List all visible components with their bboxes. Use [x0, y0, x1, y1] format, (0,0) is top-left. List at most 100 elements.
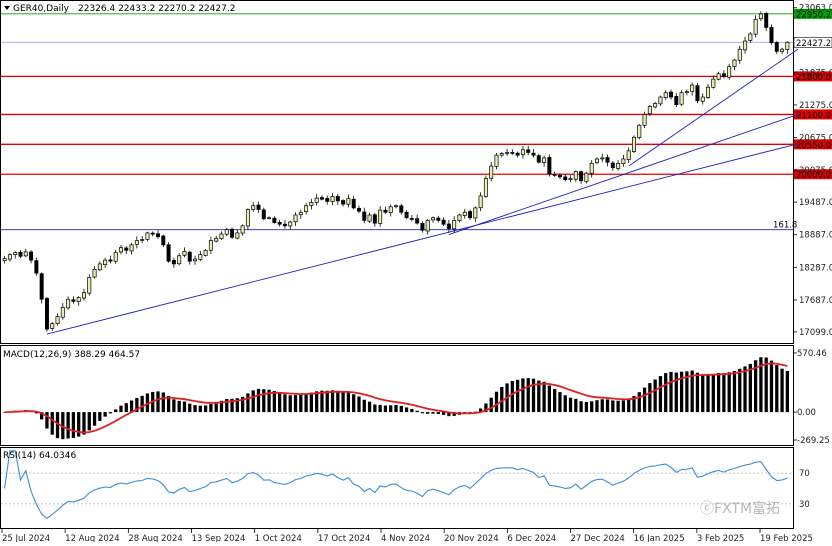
macd-bar	[679, 371, 684, 413]
candle-body	[29, 251, 34, 261]
candle-body	[372, 214, 377, 224]
candle-body	[700, 96, 705, 102]
macd-bar	[553, 388, 557, 413]
price-tick-label: 21275.0	[799, 101, 832, 111]
macd-bar	[521, 378, 525, 413]
level-badge-label: 21800.0	[796, 73, 831, 83]
candle-body	[34, 260, 39, 274]
candle-body	[219, 233, 224, 240]
candle-body	[737, 48, 742, 61]
macd-bar	[531, 378, 536, 413]
macd-bar	[240, 396, 245, 413]
macd-bar	[785, 370, 789, 413]
candle-body	[568, 178, 573, 180]
macd-bar	[40, 412, 44, 420]
trend-line	[448, 114, 799, 235]
level-badge	[794, 139, 832, 150]
candle-body	[124, 247, 129, 251]
macd-bar	[642, 387, 647, 413]
watermark-text: ⓒFXTM富拓	[700, 500, 780, 517]
macd-bar	[595, 400, 599, 413]
candle-body	[282, 223, 287, 227]
level-badge-label: 20550.0	[796, 141, 831, 151]
macd-bar	[738, 368, 742, 413]
candle-body	[134, 240, 139, 245]
candle-body	[150, 232, 155, 235]
date-tick-label: 25 Jul 2024	[2, 534, 50, 542]
macd-bar	[367, 401, 372, 413]
macd-bar	[558, 392, 562, 413]
candle-body	[610, 162, 615, 169]
candle-body	[690, 84, 695, 93]
candle-body	[256, 204, 261, 210]
candle-body	[367, 214, 372, 222]
candle-body	[388, 206, 393, 213]
candle-body	[161, 235, 166, 246]
macd-bar	[727, 372, 731, 413]
date-tick-label: 13 Sep 2024	[192, 534, 246, 542]
candle-body	[76, 297, 81, 303]
candle-body	[658, 96, 663, 105]
menu-triangle-icon[interactable]	[4, 6, 10, 10]
macd-tick-label: -269.25	[797, 436, 830, 446]
candle-body	[510, 152, 515, 154]
candle-body	[156, 233, 161, 238]
macd-bar	[336, 390, 340, 413]
macd-bar	[775, 365, 779, 413]
macd-bar	[431, 412, 435, 414]
candle-body	[436, 217, 441, 221]
date-tick-label: 3 Feb 2025	[697, 534, 745, 542]
candle-body	[409, 218, 414, 220]
candle-body	[468, 211, 473, 219]
candle-body	[415, 218, 420, 224]
macd-bar	[690, 370, 694, 413]
macd-bar	[98, 412, 102, 421]
candle-body	[695, 85, 700, 102]
macd-bar	[357, 396, 361, 413]
candle-body	[600, 157, 605, 160]
candle-body	[462, 211, 467, 216]
main-price-layer: 22950.2 22427.2 21800.0 21100.0 20550.0 20000…	[1, 8, 832, 335]
candle-body	[335, 196, 340, 202]
macd-signal-line	[4, 362, 788, 434]
candle-body	[7, 254, 12, 260]
candle-body	[288, 221, 293, 227]
macd-bar	[251, 390, 255, 413]
macd-tick-label: 570.46	[797, 349, 827, 359]
candle-body	[457, 214, 462, 221]
macd-bar	[230, 398, 234, 413]
candle-body	[108, 259, 113, 262]
candle-body	[44, 298, 49, 330]
macd-bar	[34, 412, 39, 414]
macd-bar	[547, 385, 552, 413]
macd-tick-label: 0.00	[797, 408, 816, 418]
macd-bar	[732, 371, 737, 413]
macd-bar	[489, 397, 493, 413]
macd-bar	[447, 412, 451, 417]
macd-bar	[420, 412, 425, 414]
macd-bar	[124, 403, 128, 413]
macd-bar	[161, 392, 165, 413]
candle-body	[378, 209, 383, 224]
candle-body	[267, 217, 272, 220]
rsi-line	[4, 450, 788, 519]
candle-body	[663, 92, 668, 99]
macd-bar	[389, 405, 393, 413]
macd-bar	[50, 412, 54, 435]
candle-body	[748, 33, 753, 41]
level-badge	[793, 36, 832, 48]
macd-bar	[219, 400, 224, 413]
macd-bar	[341, 392, 345, 413]
candle-body	[446, 223, 451, 229]
macd-bar	[172, 399, 176, 413]
macd-bar	[193, 405, 197, 413]
macd-title: MACD(12,26,9) 388.29 464.57	[3, 350, 140, 360]
macd-bar	[743, 366, 747, 413]
candle-body	[261, 209, 266, 220]
macd-bar	[293, 395, 298, 413]
macd-bar	[716, 373, 721, 413]
macd-bar	[780, 368, 784, 413]
macd-bar	[394, 405, 398, 413]
